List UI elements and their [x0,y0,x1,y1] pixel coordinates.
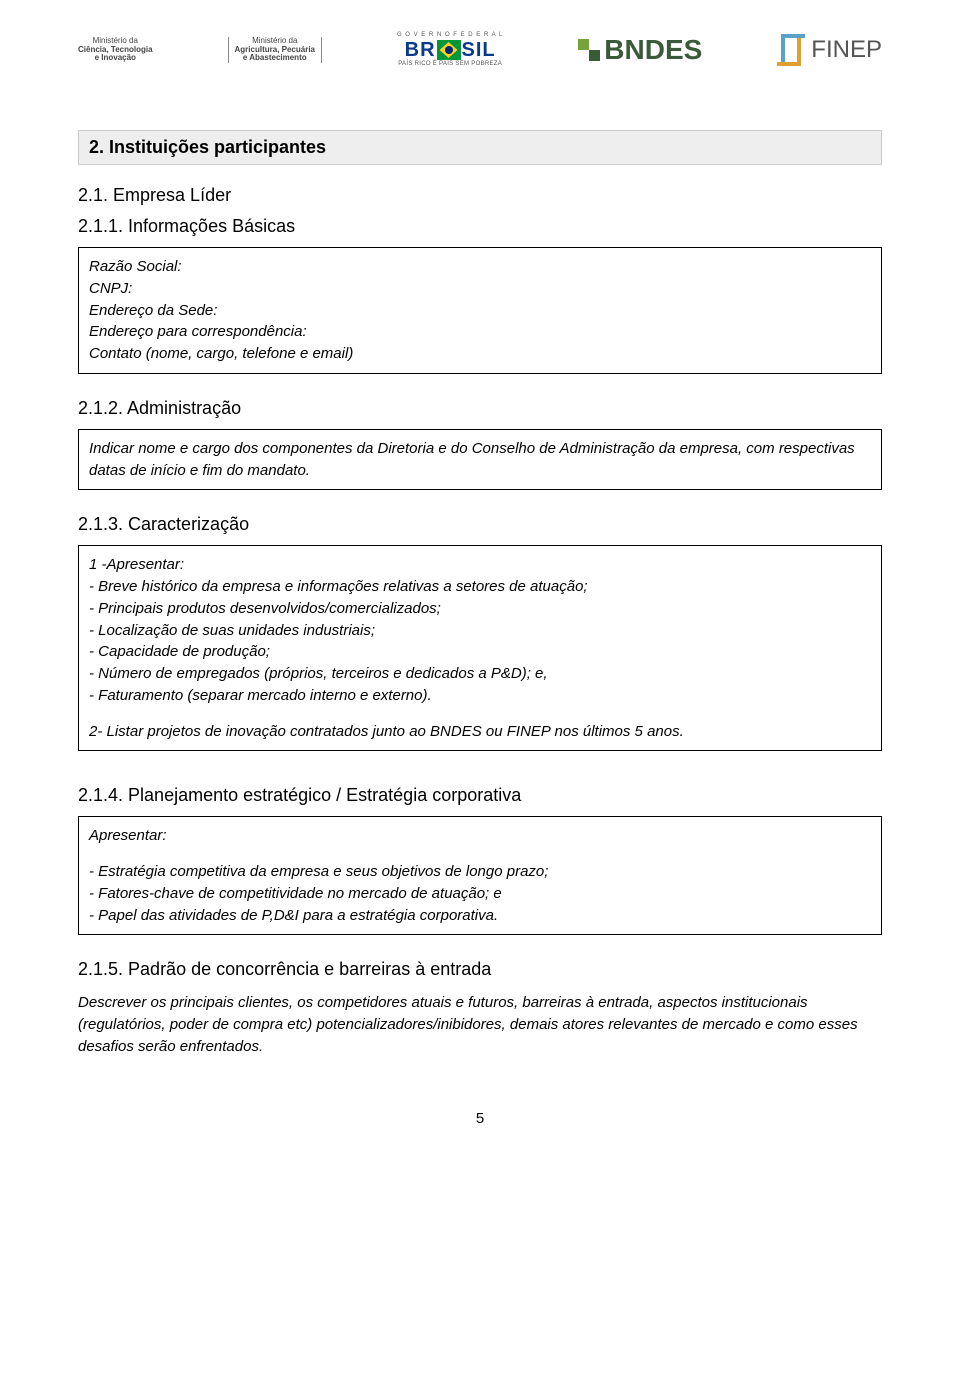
box-line: - Número de empregados (próprios, tercei… [89,663,871,685]
logo-brasil: G O V E R N O F E D E R A L BR SIL PAÍS … [397,32,503,67]
finep-icon [777,34,805,66]
box-line: Endereço para correspondência: [89,321,871,343]
logo-mapa: Ministério da Agricultura, Pecuária e Ab… [228,37,322,63]
box-line: Razão Social: [89,256,871,278]
logo-brasil-pre: BR [405,39,436,61]
logo-finep: FINEP [777,34,882,66]
box-line: 2- Listar projetos de inovação contratad… [89,721,871,743]
box-line: - Capacidade de produção; [89,641,871,663]
box-line: - Faturamento (separar mercado interno e… [89,685,871,707]
heading-2: 2. Instituições participantes [78,130,882,165]
box-line: - Localização de suas unidades industria… [89,620,871,642]
box-line: - Breve histórico da empresa e informaçõ… [89,576,871,598]
logo-finep-text: FINEP [811,36,882,64]
logo-mapa-line3: e Abastecimento [243,54,307,63]
logo-bndes-text: BNDES [604,34,702,66]
logo-mcti: Ministério da Ciência, Tecnologia e Inov… [78,37,153,63]
brazil-flag-icon [437,40,461,60]
box-2-1-3: 1 -Apresentar: - Breve histórico da empr… [78,545,882,751]
logo-brasil-text: BR SIL [405,39,496,61]
logo-brasil-sub: PAÍS RICO É PAÍS SEM POBREZA [398,61,502,68]
box-line: Apresentar: [89,825,871,847]
box-line: Endereço da Sede: [89,300,871,322]
logo-brasil-post: SIL [462,39,496,61]
logo-brasil-top: G O V E R N O F E D E R A L [397,32,503,39]
box-line: - Principais produtos desenvolvidos/come… [89,598,871,620]
document-page: Ministério da Ciência, Tecnologia e Inov… [0,0,960,1167]
box-line: CNPJ: [89,278,871,300]
box-line: - Estratégia competitiva da empresa e se… [89,861,871,883]
box-2-1-2: Indicar nome e cargo dos componentes da … [78,429,882,491]
box-line: - Fatores-chave de competitividade no me… [89,883,871,905]
box-body: Indicar nome e cargo dos componentes da … [89,438,871,482]
heading-2-1: 2.1. Empresa Líder [78,185,882,206]
logo-mcti-line3: e Inovação [95,54,136,63]
box-2-1-1: Razão Social: CNPJ: Endereço da Sede: En… [78,247,882,374]
logo-row: Ministério da Ciência, Tecnologia e Inov… [78,20,882,80]
bndes-icon [578,39,600,61]
heading-2-1-5: 2.1.5. Padrão de concorrência e barreira… [78,959,882,980]
box-2-1-4: Apresentar: - Estratégia competitiva da … [78,816,882,935]
page-number: 5 [78,1110,882,1127]
heading-2-1-4: 2.1.4. Planejamento estratégico / Estrat… [78,785,882,806]
spacer [89,707,871,721]
heading-2-1-3: 2.1.3. Caracterização [78,514,882,535]
box-line: Contato (nome, cargo, telefone e email) [89,343,871,365]
spacer [89,847,871,861]
box-line: - Papel das atividades de P,D&I para a e… [89,905,871,927]
block-2-1-5: Descrever os principais clientes, os com… [78,990,882,1059]
heading-2-1-2: 2.1.2. Administração [78,398,882,419]
logo-bndes: BNDES [578,34,702,66]
heading-2-1-1: 2.1.1. Informações Básicas [78,216,882,237]
block-body: Descrever os principais clientes, os com… [78,992,882,1057]
box-line: 1 -Apresentar: [89,554,871,576]
